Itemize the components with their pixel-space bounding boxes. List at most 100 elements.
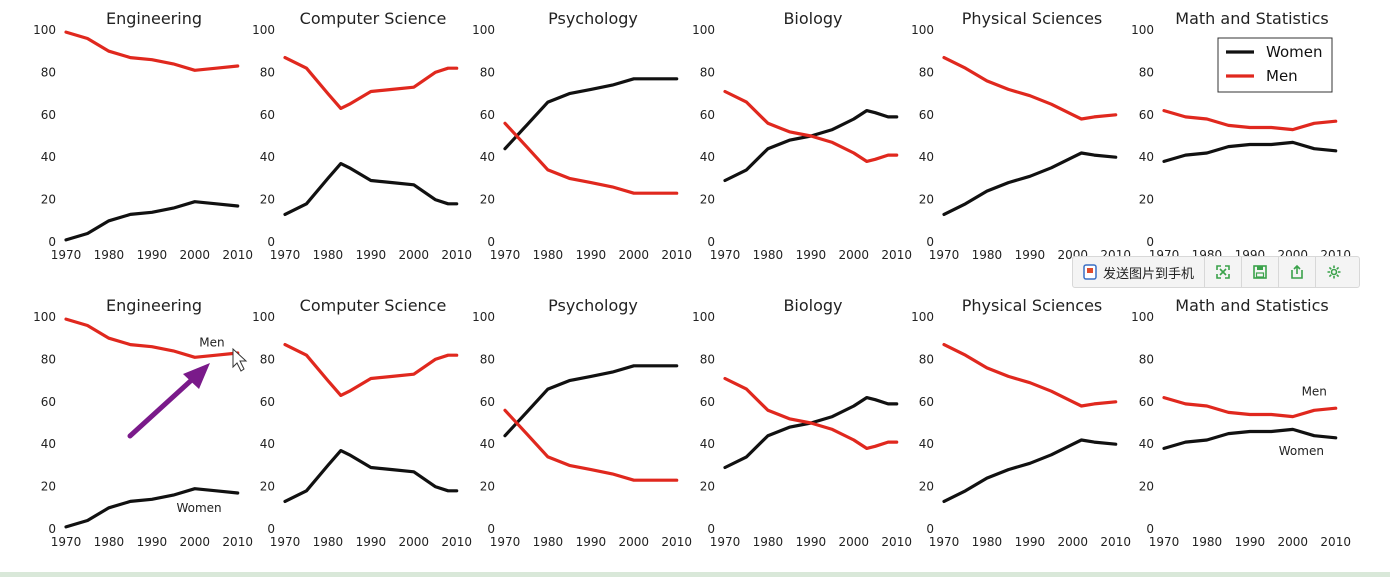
panel-bottom-5-ytick-label: 20 bbox=[919, 480, 934, 494]
panel-bottom-2-men-line bbox=[283, 343, 459, 397]
panel-bottom-2-ytick-label: 20 bbox=[260, 480, 275, 494]
annotation-arrow-head bbox=[183, 363, 210, 389]
panel-bottom-6-ytick-label: 60 bbox=[1139, 395, 1154, 409]
panel-bottom-1-men-line bbox=[64, 317, 240, 359]
fullscreen-button[interactable] bbox=[1205, 257, 1243, 287]
panel-bottom-1-title: Engineering bbox=[106, 296, 202, 315]
panel-bottom-6-ytick-label: 20 bbox=[1139, 480, 1154, 494]
panel-top-2-ytick-label: 0 bbox=[267, 235, 275, 249]
panel-top-2-xtick-label: 2000 bbox=[399, 248, 430, 262]
panel-top-1-men-line bbox=[64, 30, 240, 72]
panel-top-3-xtick-label: 1990 bbox=[576, 248, 607, 262]
panel-top-3-men-line bbox=[503, 121, 679, 195]
panel-bottom-4-women-line bbox=[723, 396, 899, 470]
panel-bottom-6-ytick-label: 0 bbox=[1146, 522, 1154, 536]
panel-bottom-4-title: Biology bbox=[783, 296, 842, 315]
panel-top-4-ytick-label: 40 bbox=[700, 150, 715, 164]
panel-top-5-ytick-label: 60 bbox=[919, 108, 934, 122]
panel-bottom-6-xtick-label: 1970 bbox=[1149, 535, 1180, 549]
panel-bottom-5-xtick-label: 1980 bbox=[972, 535, 1003, 549]
panel-bottom-5-ytick-label: 60 bbox=[919, 395, 934, 409]
panel-top-6-women-line bbox=[1162, 140, 1338, 163]
panel-bottom-4-ytick-label: 60 bbox=[700, 395, 715, 409]
share-button[interactable] bbox=[1279, 257, 1317, 287]
settings-button[interactable] bbox=[1316, 257, 1352, 287]
panel-top-1-ytick-label: 80 bbox=[41, 65, 56, 79]
panel-bottom-4-ytick-label: 20 bbox=[700, 480, 715, 494]
legend-box bbox=[1217, 37, 1333, 93]
panel-bottom-2-ytick-label: 40 bbox=[260, 437, 275, 451]
panel-top-2-ytick-label: 60 bbox=[260, 108, 275, 122]
panel-top-2-ytick-label: 20 bbox=[260, 193, 275, 207]
panel-bottom-3-ytick-label: 60 bbox=[480, 395, 495, 409]
panel-top-5-ytick-label: 80 bbox=[919, 65, 934, 79]
panel-bottom-6-men-line bbox=[1162, 396, 1338, 419]
panel-bottom-4-xtick-label: 1970 bbox=[710, 535, 741, 549]
panel-bottom-5-ytick-label: 0 bbox=[926, 522, 934, 536]
panel-bottom-1-xtick-label: 2000 bbox=[180, 535, 211, 549]
panel-bottom-1-ytick-label: 0 bbox=[48, 522, 56, 536]
legend-label-men: Men bbox=[1266, 67, 1298, 85]
panel-bottom-4-men-line bbox=[723, 376, 899, 450]
panel-top-5-women-line bbox=[942, 151, 1118, 216]
panel-top-3-ytick-label: 60 bbox=[480, 108, 495, 122]
panel-top-4-title: Biology bbox=[783, 9, 842, 28]
panel-bottom-1-ytick-label: 80 bbox=[41, 352, 56, 366]
panel-bottom-4-xtick-label: 1980 bbox=[753, 535, 784, 549]
panel-bottom-3-xtick-label: 1990 bbox=[576, 535, 607, 549]
panel-top-1-ytick-label: 20 bbox=[41, 193, 56, 207]
panel-bottom-3-xtick-label: 2010 bbox=[661, 535, 692, 549]
panel-bottom-4-xtick-label: 2010 bbox=[881, 535, 912, 549]
panel-top-4-ytick-label: 100 bbox=[692, 23, 715, 37]
panel-top-1-ytick-label: 0 bbox=[48, 235, 56, 249]
panel-bottom-2-ytick-label: 60 bbox=[260, 395, 275, 409]
mouse-cursor-icon bbox=[232, 347, 248, 372]
panel-top-2-ytick-label: 40 bbox=[260, 150, 275, 164]
panel-bottom-6-xtick-label: 2010 bbox=[1320, 535, 1351, 549]
panel-top-1-title: Engineering bbox=[106, 9, 202, 28]
panel-top-3-ytick-label: 80 bbox=[480, 65, 495, 79]
save-button[interactable] bbox=[1242, 257, 1280, 287]
panel-top-1-ytick-label: 100 bbox=[33, 23, 56, 37]
panel-bottom-3-ytick-label: 0 bbox=[487, 522, 495, 536]
panel-bottom-3-xtick-label: 1970 bbox=[490, 535, 521, 549]
panel-bottom-3-ytick-label: 80 bbox=[480, 352, 495, 366]
panel-bottom-3-ytick-label: 40 bbox=[480, 437, 495, 451]
panel-top-4-ytick-label: 60 bbox=[700, 108, 715, 122]
panel-top-3-xtick-label: 2010 bbox=[661, 248, 692, 262]
panel-top-3-xtick-label: 1970 bbox=[490, 248, 521, 262]
panel-bottom-5-title: Physical Sciences bbox=[962, 296, 1103, 315]
panel-bottom-1-ytick-label: 100 bbox=[33, 310, 56, 324]
panel-top-5-men-line bbox=[942, 55, 1118, 121]
panel-bottom-3-title: Psychology bbox=[548, 296, 638, 315]
panel-top-1-xtick-label: 2000 bbox=[180, 248, 211, 262]
panel-bottom-1-xtick-label: 1980 bbox=[94, 535, 125, 549]
panel-top-4-women-line bbox=[723, 108, 899, 183]
panel-bottom-1-ytick-label: 40 bbox=[41, 437, 56, 451]
panel-bottom-1-xtick-label: 1990 bbox=[137, 535, 168, 549]
panel-top-4-ytick-label: 80 bbox=[700, 65, 715, 79]
panel-top-6-ytick-label: 100 bbox=[1131, 23, 1154, 37]
panel-top-2-xtick-label: 1980 bbox=[313, 248, 344, 262]
legend-label-women: Women bbox=[1266, 43, 1322, 61]
panel-top-5-xtick-label: 1970 bbox=[929, 248, 960, 262]
panel-bottom-3-ytick-label: 20 bbox=[480, 480, 495, 494]
panel-top-6-men-line bbox=[1162, 108, 1338, 132]
panel-top-3-title: Psychology bbox=[548, 9, 638, 28]
panel-bottom-2-ytick-label: 0 bbox=[267, 522, 275, 536]
fullscreen-icon bbox=[1216, 265, 1230, 279]
send-to-phone-button[interactable]: 发送图片到手机 bbox=[1073, 257, 1206, 287]
panel-top-5-ytick-label: 40 bbox=[919, 150, 934, 164]
panel-top-3-xtick-label: 1980 bbox=[533, 248, 564, 262]
panel-top-5-ytick-label: 0 bbox=[926, 235, 934, 249]
panel-bottom-6-annotation-women: Women bbox=[1279, 444, 1324, 458]
panel-bottom-4-ytick-label: 100 bbox=[692, 310, 715, 324]
panel-bottom-4-xtick-label: 2000 bbox=[839, 535, 870, 549]
panel-bottom-5-men-line bbox=[942, 343, 1118, 408]
panel-bottom-6-women-line bbox=[1162, 427, 1338, 450]
panel-top-2-men-line bbox=[283, 55, 459, 111]
panel-top-6-ytick-label: 40 bbox=[1139, 150, 1154, 164]
panel-top-6-ytick-label: 60 bbox=[1139, 108, 1154, 122]
panel-top-3-women-line bbox=[503, 77, 679, 151]
panel-top-5-ytick-label: 100 bbox=[911, 23, 934, 37]
